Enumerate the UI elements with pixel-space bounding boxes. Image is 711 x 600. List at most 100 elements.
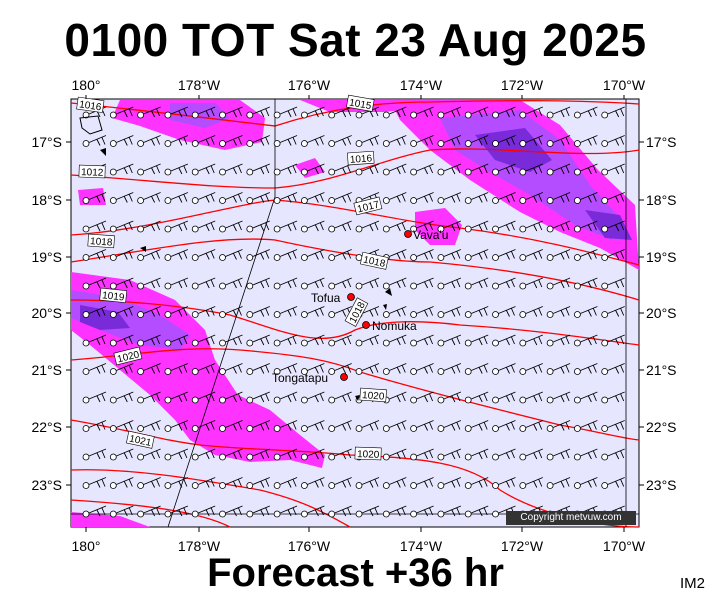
wind-barb — [225, 106, 243, 118]
svg-text:1018: 1018 — [90, 236, 113, 249]
wind-barb — [607, 220, 625, 232]
barb-station — [300, 425, 308, 432]
barb-station — [191, 368, 199, 375]
wind-barb — [416, 334, 434, 346]
barb-station — [546, 453, 554, 461]
wind-barb — [361, 135, 380, 146]
wind-barb — [307, 391, 325, 403]
barb-station — [574, 282, 581, 290]
barb-station — [137, 510, 145, 518]
wind-barb — [607, 277, 625, 289]
wind-barb — [361, 505, 380, 517]
barb-station — [492, 368, 499, 375]
barb-station — [492, 311, 499, 318]
wind-barb — [498, 220, 516, 232]
wind-barb — [607, 391, 625, 403]
barb-station — [382, 339, 390, 347]
wind-barb — [116, 448, 134, 460]
barb-station — [355, 168, 363, 176]
wind-barb — [170, 192, 189, 203]
barb-station — [601, 225, 609, 233]
wind-barb — [88, 249, 107, 260]
barb-station — [546, 482, 554, 489]
wind-barb — [525, 391, 543, 403]
wind-barb — [279, 220, 298, 232]
wind-barb — [580, 420, 598, 431]
barb-station — [464, 339, 472, 347]
wind-barb — [279, 420, 298, 431]
barb-station — [519, 311, 527, 318]
barb-station — [82, 425, 90, 432]
barb-station — [410, 111, 418, 119]
wind-barb — [198, 334, 216, 346]
wind-barb — [389, 391, 407, 403]
wind-barb — [252, 420, 270, 431]
wind-barb — [225, 135, 243, 146]
longitude-labels-bottom: 180° 178°W 176°W 174°W 172°W 170°W — [72, 538, 646, 554]
barb-station — [410, 311, 418, 318]
barb-station — [137, 396, 145, 404]
barb-station — [410, 225, 418, 233]
barb-station — [437, 311, 445, 318]
barb-station — [300, 339, 308, 347]
wind-barb — [607, 448, 625, 460]
wind-barb — [334, 477, 352, 488]
wind-barb — [198, 277, 216, 289]
wind-barb — [143, 391, 161, 403]
barb-station — [164, 339, 172, 347]
wind-barb — [389, 135, 407, 146]
barb-station — [601, 368, 609, 375]
wind-barb — [252, 391, 270, 403]
wind-barb — [607, 135, 625, 146]
barb-station — [437, 339, 445, 347]
wind-barb — [88, 477, 107, 488]
lon-label-bottom: 170°W — [603, 538, 646, 554]
wind-barb — [143, 363, 161, 374]
barb-station — [82, 510, 90, 518]
barb-station — [382, 111, 390, 119]
wind-barb — [334, 192, 352, 203]
place-label-vavau: Vava'u — [413, 228, 448, 242]
wind-barb — [552, 420, 571, 431]
wind-barb — [143, 192, 161, 203]
wind-barb — [334, 448, 352, 460]
wind-barb — [552, 477, 571, 488]
barb-station — [546, 339, 554, 347]
barb-station — [246, 254, 254, 261]
wind-barb — [361, 477, 380, 488]
wind-barb — [198, 363, 216, 374]
wind-barb — [116, 306, 134, 317]
lat-label-left: 19°S — [31, 249, 62, 265]
wind-barb — [389, 505, 407, 517]
barb-station — [464, 311, 472, 318]
barb-station — [519, 339, 527, 347]
barb-station — [410, 254, 418, 261]
wind-barb — [307, 192, 325, 203]
wind-barb — [525, 106, 543, 118]
barb-station — [219, 425, 226, 432]
barb-station — [273, 197, 281, 204]
barb-station — [437, 225, 445, 233]
wind-barb — [279, 135, 298, 146]
barb-station — [328, 282, 336, 290]
wind-barb — [389, 277, 407, 289]
barb-station — [328, 254, 336, 261]
wind-barb — [143, 334, 161, 346]
wind-barb — [580, 334, 598, 346]
barb-station — [601, 339, 609, 347]
wind-barb — [170, 477, 189, 488]
wind-barb — [116, 220, 134, 232]
wind-barb — [361, 277, 380, 289]
barb-station — [437, 453, 445, 461]
wind-barb — [334, 391, 352, 403]
barb-station — [164, 254, 172, 261]
barb-station — [300, 311, 308, 318]
barb-station — [382, 282, 390, 290]
barb-station — [137, 339, 145, 347]
wind-barb — [279, 334, 298, 346]
wind-barb — [389, 477, 407, 488]
barb-station — [300, 140, 308, 147]
wind-barb — [416, 277, 434, 289]
barb-station — [246, 168, 254, 176]
wind-barb — [170, 277, 189, 289]
